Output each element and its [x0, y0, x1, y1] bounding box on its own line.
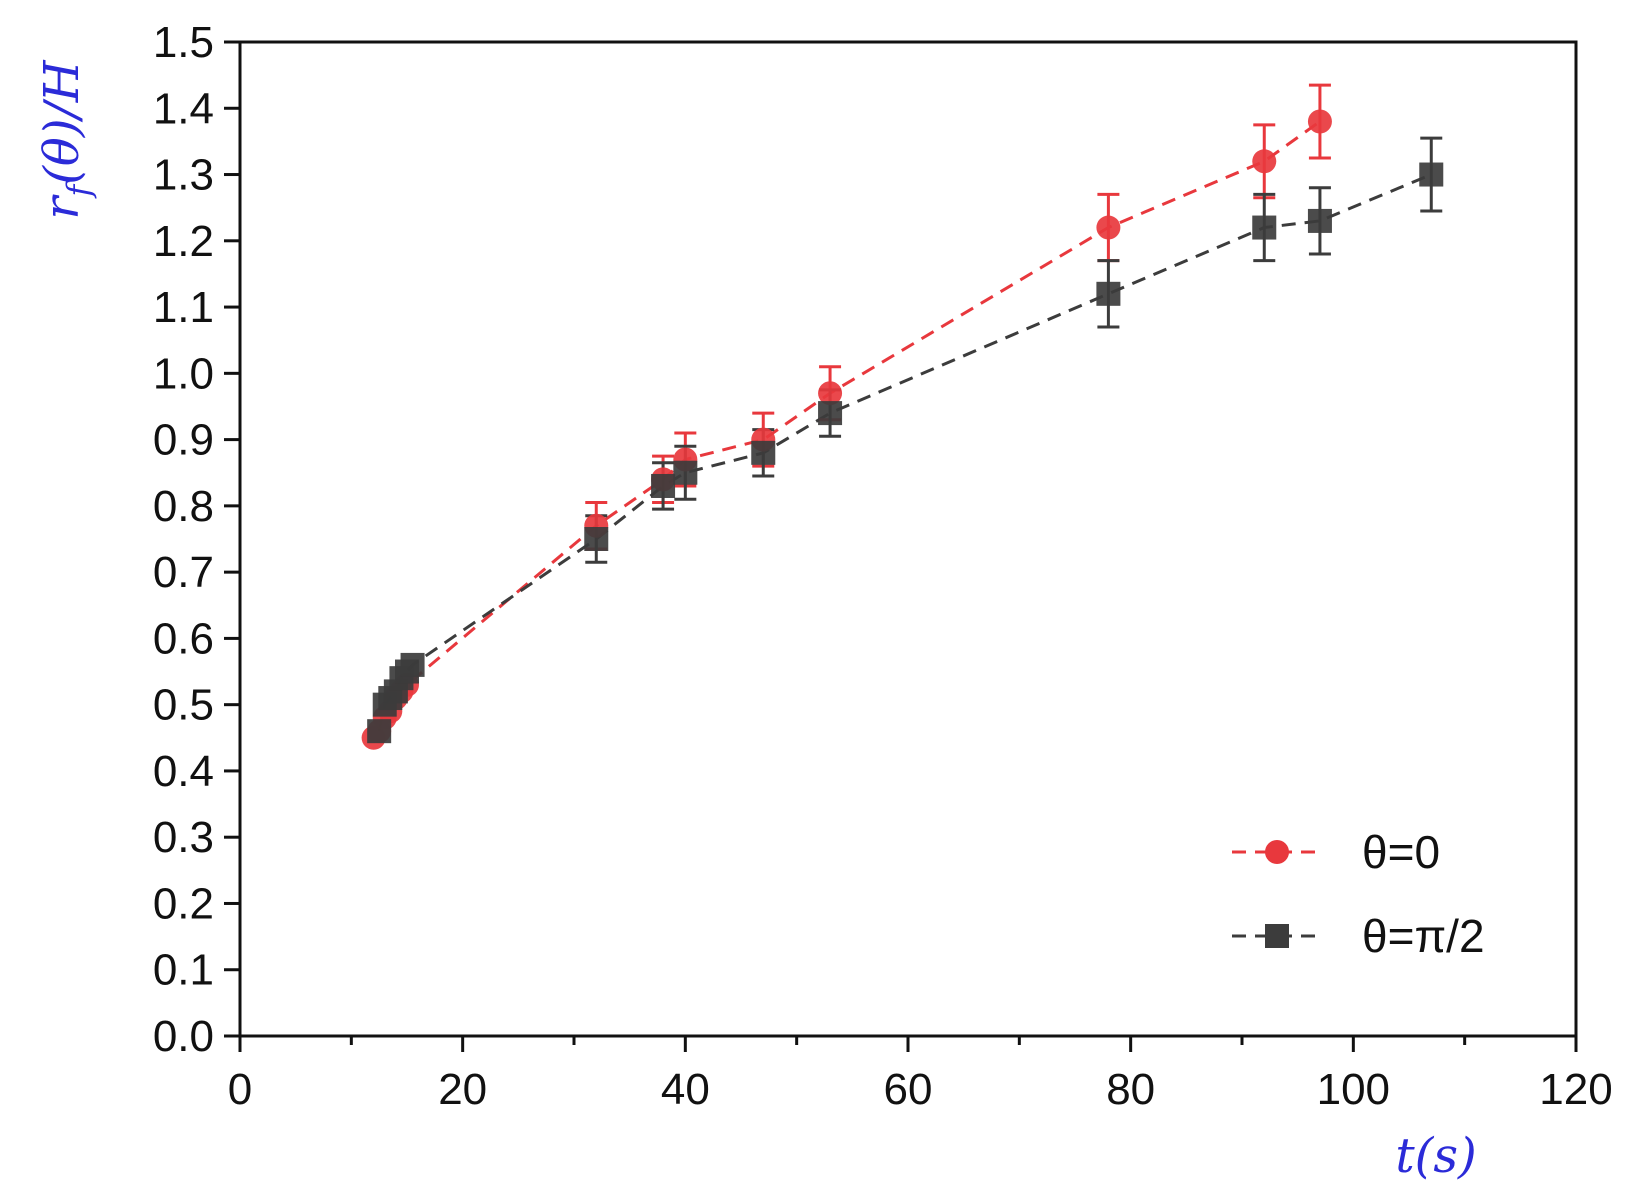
legend: θ=0 θ=π/2: [1232, 826, 1485, 962]
y-tick-label: 0.5: [153, 681, 214, 730]
y-axis-title-rest: (θ)/H: [34, 59, 90, 185]
data-point: [1252, 215, 1277, 240]
legend-label-theta-0: θ=0: [1362, 826, 1440, 878]
y-tick-label: 0.0: [153, 1012, 214, 1061]
data-point: [1252, 149, 1277, 174]
y-tick-label: 0.3: [153, 813, 214, 862]
y-axis-title-r: r: [34, 194, 90, 220]
legend-marker-theta-pi2: [1265, 924, 1289, 948]
data-point: [1096, 215, 1121, 240]
x-tick-label: 60: [884, 1065, 933, 1114]
data-point: [1307, 109, 1332, 134]
y-tick-label: 0.6: [153, 614, 214, 663]
data-point: [818, 401, 843, 426]
y-tick-label: 0.4: [153, 747, 214, 796]
data-markers: [361, 109, 1444, 750]
legend-marker-theta-0: [1265, 840, 1289, 864]
y-tick-label: 0.9: [153, 416, 214, 465]
data-point: [651, 473, 676, 498]
y-tick-label: 1.0: [153, 349, 214, 398]
y-tick-label: 0.7: [153, 548, 214, 597]
x-tick-label: 80: [1106, 1065, 1155, 1114]
y-tick-label: 1.1: [153, 283, 214, 332]
y-tick-label: 1.5: [153, 18, 214, 67]
x-tick-label: 120: [1539, 1065, 1612, 1114]
x-tick-label: 100: [1317, 1065, 1390, 1114]
data-point: [400, 652, 425, 677]
y-tick-label: 0.1: [153, 946, 214, 995]
axis-ticks: 0 20 40 60 80 100 120 0.0 0.1 0.2 0.3 0.4 0.5 0.6 0.7 0…: [153, 18, 1613, 1114]
y-tick-label: 1.4: [153, 84, 214, 133]
legend-label-theta-pi2: θ=π/2: [1362, 910, 1485, 962]
series-lines: [372, 120, 1432, 739]
data-point: [584, 527, 609, 551]
series-line-1: [377, 173, 1432, 732]
data-point: [1096, 281, 1121, 306]
data-point: [673, 460, 698, 485]
y-tick-label: 1.2: [153, 217, 214, 266]
y-axis-title: rf(θ)/H: [34, 59, 98, 219]
y-tick-label: 1.3: [153, 151, 214, 200]
y-tick-label: 0.8: [153, 482, 214, 531]
x-tick-label: 0: [228, 1065, 252, 1114]
series-line-0: [372, 120, 1321, 739]
x-tick-label: 40: [661, 1065, 710, 1114]
plot-frame: [238, 40, 1578, 1038]
data-point: [1307, 208, 1332, 233]
data-point: [818, 381, 843, 406]
error-bars: [585, 83, 1443, 564]
data-point: [1419, 162, 1444, 187]
y-tick-label: 0.2: [153, 879, 214, 928]
data-point: [751, 440, 776, 465]
data-point: [367, 719, 392, 744]
x-tick-label: 20: [438, 1065, 487, 1114]
x-axis-title: t(s): [1395, 1128, 1476, 1184]
